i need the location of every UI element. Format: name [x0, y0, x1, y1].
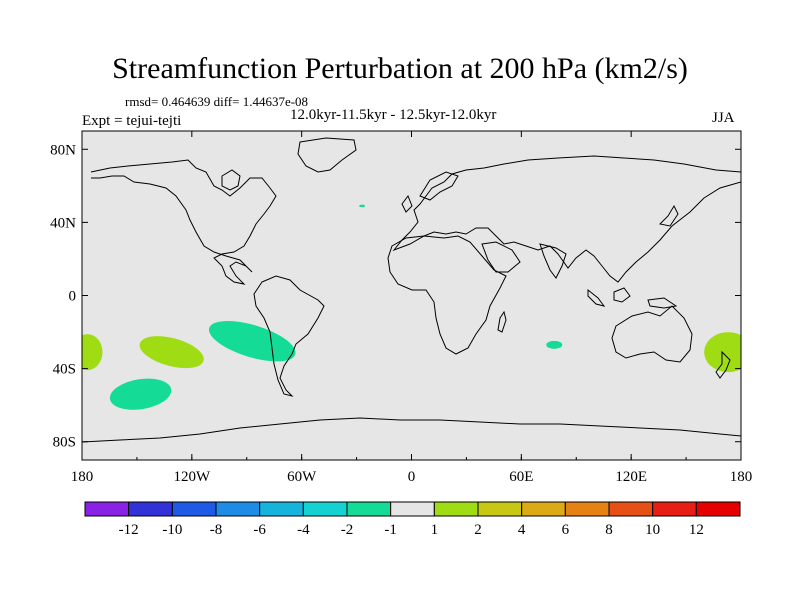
- colorbar-label: -10: [162, 522, 182, 538]
- coastlines: [82, 137, 741, 443]
- colorbar-box: [521, 501, 566, 517]
- x-tick-label: 120W: [173, 469, 211, 485]
- coastline-africa: [387, 235, 507, 355]
- coastline-borneo: [613, 287, 631, 303]
- colorbar-box: [128, 501, 173, 517]
- colorbar-label: 8: [605, 522, 613, 538]
- x-tick-label: 60W: [287, 469, 317, 485]
- anomaly-indian-ocean-negative: [546, 340, 563, 349]
- coastline-indian-subcontinent: [539, 243, 567, 279]
- coastline-new-zealand: [715, 350, 731, 379]
- coastline-hudson-bay: [221, 169, 241, 191]
- coastline-scandinavia: [419, 171, 459, 201]
- colorbar-label: 4: [518, 522, 526, 538]
- axes: 180 120W 60W 0 60E 120E 180 80N 40N 0 40S 80S: [50, 131, 752, 485]
- colorbar-box: [695, 501, 741, 517]
- colorbar-box: [302, 501, 348, 517]
- coastline-greenland: [297, 137, 357, 173]
- colorbar-box: [84, 501, 130, 517]
- coastline-north-america: [90, 159, 277, 285]
- coastline-madagascar: [497, 310, 507, 333]
- x-tick-label: 0: [408, 469, 416, 485]
- stats-line: rmsd= 0.464639 diff= 1.44637e-08: [125, 94, 309, 109]
- coastline-arabia: [481, 241, 521, 273]
- y-tick-label: 0: [69, 289, 77, 305]
- colorbar: -12 -10 -8 -6 -4 -2 -1 1 2 4 6 8 10 12: [84, 501, 741, 538]
- colorbar-box: [259, 501, 304, 517]
- coastline-sumatra: [587, 288, 606, 307]
- coastline-new-guinea: [647, 297, 678, 309]
- colorbar-box: [171, 501, 217, 517]
- x-tick-label: 120E: [615, 469, 647, 485]
- colorbar-label: 10: [645, 522, 660, 538]
- y-tick-label: 80N: [50, 142, 76, 158]
- colorbar-label: -2: [341, 522, 354, 538]
- period-label: 12.0kyr-11.5kyr - 12.5kyr-12.0kyr: [290, 107, 497, 123]
- y-tick-label: 80S: [53, 435, 76, 451]
- map-background: [82, 131, 741, 460]
- coastline-antarctica: [82, 417, 741, 443]
- coastline-eurasia: [392, 155, 741, 283]
- y-tick-label: 40N: [50, 215, 76, 231]
- coastline-british-isles: [401, 194, 413, 213]
- x-tick-label: 180: [730, 469, 753, 485]
- colorbar-label: -12: [119, 522, 139, 538]
- colorbar-label: -1: [384, 522, 397, 538]
- chart-title: Streamfunction Perturbation at 200 hPa (…: [112, 52, 688, 85]
- colorbar-label: 6: [562, 522, 570, 538]
- coastline-japan: [658, 204, 679, 227]
- colorbar-box: [433, 501, 479, 517]
- anomaly-south-pacific-positive-west: [82, 334, 103, 371]
- coastline-south-america: [253, 275, 325, 397]
- colorbar-label: 2: [474, 522, 482, 538]
- anomaly-tasman-sea-positive: [704, 332, 741, 373]
- colorbar-label: 12: [689, 522, 704, 538]
- anomaly-atlantic-negative-small: [359, 204, 366, 208]
- colorbar-box: [215, 501, 261, 517]
- x-tick-label: 60E: [509, 469, 533, 485]
- season-label: JJA: [712, 110, 735, 126]
- colorbar-box: [564, 501, 610, 517]
- colorbar-label: 1: [431, 522, 439, 538]
- colorbar-label: -6: [253, 522, 266, 538]
- anomaly-south-pacific-negative-east: [208, 321, 296, 362]
- x-tick-label: 180: [71, 469, 94, 485]
- y-tick-label: 40S: [53, 362, 76, 378]
- anomaly-south-pacific-positive-central: [139, 336, 204, 369]
- coastline-australia: [611, 305, 693, 363]
- experiment-label: Expt = tejui-tejti: [82, 113, 182, 129]
- colorbar-label: -4: [297, 522, 310, 538]
- colorbar-box: [652, 501, 697, 517]
- colorbar-box: [390, 501, 435, 517]
- anomaly-layer: [82, 204, 741, 410]
- colorbar-label: -8: [210, 522, 223, 538]
- anomaly-south-pacific-negative-southwest: [109, 378, 172, 410]
- colorbar-box: [477, 501, 523, 517]
- colorbar-box: [608, 501, 654, 517]
- colorbar-box: [346, 501, 392, 517]
